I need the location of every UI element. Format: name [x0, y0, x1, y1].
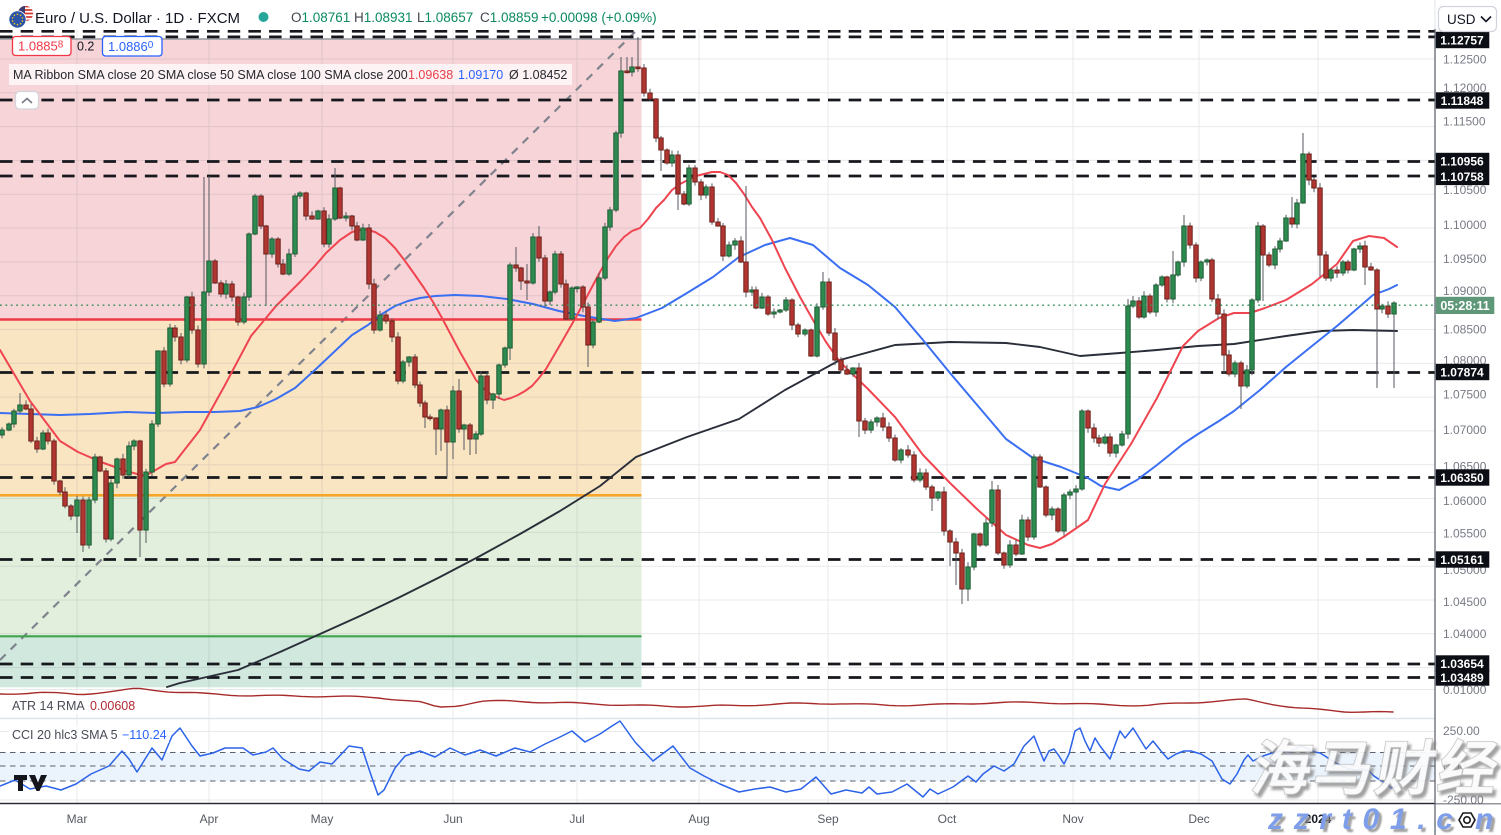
svg-text:1.09638: 1.09638: [408, 68, 453, 82]
svg-text:1.08860: 1.08860: [108, 39, 154, 54]
svg-text:1.10000: 1.10000: [1443, 218, 1487, 232]
svg-text:Jul: Jul: [569, 812, 584, 826]
svg-text:1.06350: 1.06350: [1440, 471, 1484, 485]
svg-text:Nov: Nov: [1062, 812, 1083, 826]
svg-text:1.05500: 1.05500: [1443, 527, 1487, 541]
svg-text:1.11500: 1.11500: [1443, 115, 1486, 129]
svg-text:1.10956: 1.10956: [1440, 154, 1484, 168]
svg-text:1.12500: 1.12500: [1443, 53, 1487, 67]
svg-text:0.01000: 0.01000: [1443, 683, 1487, 697]
svg-text:Euro / U.S. Dollar · 1D · FXCM: Euro / U.S. Dollar · 1D · FXCM: [35, 10, 240, 27]
svg-text:Ø 1.08452: Ø 1.08452: [509, 68, 567, 82]
svg-text:1.10758: 1.10758: [1440, 170, 1484, 184]
svg-text:May: May: [311, 812, 334, 826]
svg-text:1.04000: 1.04000: [1443, 627, 1487, 641]
svg-text:1.12757: 1.12757: [1440, 33, 1484, 47]
svg-text:-250.00: -250.00: [1443, 793, 1484, 807]
svg-text:1.07874: 1.07874: [1440, 365, 1484, 379]
svg-text:Sep: Sep: [817, 812, 839, 826]
svg-text:2024: 2024: [1305, 812, 1332, 826]
svg-text:MA Ribbon SMA close 20 SMA clo: MA Ribbon SMA close 20 SMA close 50 SMA …: [13, 68, 408, 82]
svg-text:1.11848: 1.11848: [1441, 94, 1484, 108]
svg-text:1.12000: 1.12000: [1443, 81, 1487, 95]
svg-text:Oct: Oct: [938, 812, 957, 826]
svg-text:250.00: 250.00: [1443, 724, 1480, 738]
svg-text:0.00: 0.00: [1443, 759, 1467, 773]
svg-text:n: n: [1475, 803, 1493, 835]
svg-text:1.07500: 1.07500: [1443, 388, 1487, 402]
svg-text:1.07000: 1.07000: [1443, 423, 1487, 437]
svg-text:1.08500: 1.08500: [1443, 323, 1487, 337]
svg-text:Mar: Mar: [67, 812, 88, 826]
svg-text:1.03654: 1.03654: [1440, 657, 1484, 671]
svg-text:0.00608: 0.00608: [90, 699, 135, 713]
svg-text:1.09000: 1.09000: [1443, 284, 1487, 298]
svg-text:05:28:11: 05:28:11: [1440, 299, 1489, 313]
svg-text:0.2: 0.2: [77, 40, 94, 54]
svg-text:Aug: Aug: [688, 812, 709, 826]
svg-text:zzrt01.c: zzrt01.c: [1267, 803, 1464, 835]
svg-text:1.09170: 1.09170: [458, 68, 503, 82]
svg-text:Jun: Jun: [443, 812, 462, 826]
svg-text:USD: USD: [1447, 12, 1476, 27]
svg-text:ATR 14 RMA: ATR 14 RMA: [12, 699, 85, 713]
svg-text:1.03489: 1.03489: [1440, 671, 1484, 685]
svg-text:1.05161: 1.05161: [1440, 553, 1484, 567]
svg-text:Apr: Apr: [200, 812, 219, 826]
svg-text:1.08858: 1.08858: [18, 39, 64, 54]
svg-text:1.06000: 1.06000: [1443, 494, 1487, 508]
svg-text:海马财经: 海马财经: [1248, 737, 1501, 802]
svg-text:1.09500: 1.09500: [1443, 252, 1487, 266]
svg-text:−110.24: −110.24: [122, 728, 167, 742]
svg-text:CCI 20 hlc3 SMA 5: CCI 20 hlc3 SMA 5: [12, 728, 118, 742]
svg-text:1.04500: 1.04500: [1443, 595, 1487, 609]
svg-text:Dec: Dec: [1188, 812, 1209, 826]
svg-text:1.10500: 1.10500: [1443, 183, 1487, 197]
